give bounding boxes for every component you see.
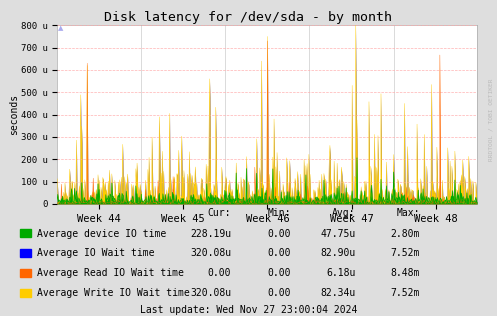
Text: 0.00: 0.00 bbox=[267, 288, 291, 298]
Text: ▲: ▲ bbox=[58, 25, 64, 31]
Text: 6.18u: 6.18u bbox=[326, 268, 355, 278]
Text: Cur:: Cur: bbox=[208, 209, 231, 218]
Text: Min:: Min: bbox=[267, 209, 291, 218]
Text: 7.52m: 7.52m bbox=[391, 248, 420, 258]
Y-axis label: seconds: seconds bbox=[9, 94, 19, 135]
Text: 0.00: 0.00 bbox=[267, 228, 291, 239]
Text: Average Write IO Wait time: Average Write IO Wait time bbox=[37, 288, 190, 298]
Text: 320.08u: 320.08u bbox=[190, 288, 231, 298]
Text: 7.52m: 7.52m bbox=[391, 288, 420, 298]
Text: 47.75u: 47.75u bbox=[320, 228, 355, 239]
Text: Max:: Max: bbox=[397, 209, 420, 218]
Text: Disk latency for /dev/sda - by month: Disk latency for /dev/sda - by month bbox=[104, 11, 393, 24]
Text: Average IO Wait time: Average IO Wait time bbox=[37, 248, 155, 258]
Text: RRDTOOL / TOBI OETIKER: RRDTOOL / TOBI OETIKER bbox=[489, 79, 494, 161]
Text: 0.00: 0.00 bbox=[208, 268, 231, 278]
Text: 8.48m: 8.48m bbox=[391, 268, 420, 278]
Text: Avg:: Avg: bbox=[332, 209, 355, 218]
Text: 0.00: 0.00 bbox=[267, 248, 291, 258]
Text: Average device IO time: Average device IO time bbox=[37, 228, 166, 239]
Text: Average Read IO Wait time: Average Read IO Wait time bbox=[37, 268, 184, 278]
Text: 320.08u: 320.08u bbox=[190, 248, 231, 258]
Text: 0.00: 0.00 bbox=[267, 268, 291, 278]
Text: 82.34u: 82.34u bbox=[320, 288, 355, 298]
Text: 228.19u: 228.19u bbox=[190, 228, 231, 239]
Text: Last update: Wed Nov 27 23:00:04 2024: Last update: Wed Nov 27 23:00:04 2024 bbox=[140, 305, 357, 315]
Text: 2.80m: 2.80m bbox=[391, 228, 420, 239]
Text: 82.90u: 82.90u bbox=[320, 248, 355, 258]
